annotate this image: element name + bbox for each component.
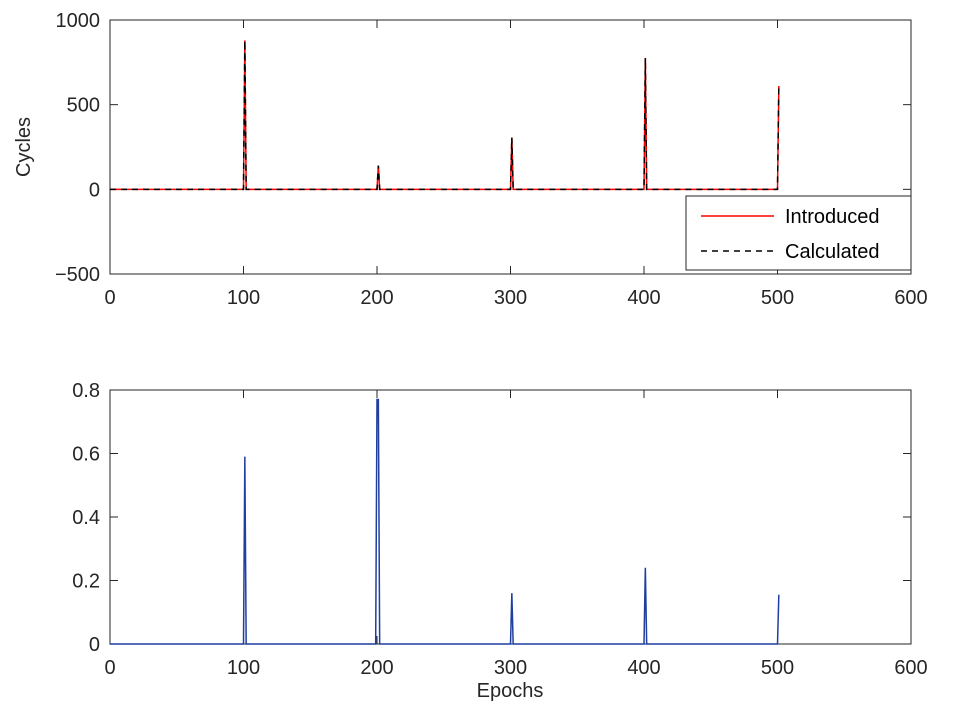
ytick-label: 0 <box>89 179 100 201</box>
bottom-subplot: 0 100 200 300 400 500 600 0 0.2 0.4 0.6 0.8 Epochs <box>72 380 928 702</box>
ytick-label: 1000 <box>56 10 101 32</box>
legend-label-calculated: Calculated <box>785 241 880 263</box>
top-ylabel: Cycles <box>13 117 35 177</box>
xtick-label: 0 <box>104 287 115 309</box>
bottom-xlabel: Epochs <box>477 680 544 702</box>
series-line-calculated <box>110 40 780 191</box>
bottom-axes-box <box>109 389 912 645</box>
top-series <box>110 40 780 191</box>
legend-label-introduced: Introduced <box>785 206 880 228</box>
ytick-label: 500 <box>67 95 100 117</box>
xtick-label: 400 <box>627 287 660 309</box>
xtick-label: 300 <box>494 287 527 309</box>
xtick-label: 0 <box>104 657 115 679</box>
legend: Introduced Calculated <box>685 195 912 271</box>
ytick-label: −500 <box>55 264 100 286</box>
ytick-label: 0.8 <box>72 380 100 402</box>
xtick-label: 500 <box>761 287 794 309</box>
ytick-label: 0.2 <box>72 571 100 593</box>
xtick-label: 200 <box>360 657 393 679</box>
xtick-label: 100 <box>227 287 260 309</box>
xtick-label: 400 <box>627 657 660 679</box>
ytick-label: 0.6 <box>72 444 100 466</box>
xtick-label: 300 <box>494 657 527 679</box>
xtick-label: 600 <box>894 657 927 679</box>
legend-box <box>685 195 912 271</box>
bottom-series <box>110 398 780 645</box>
xtick-label: 100 <box>227 657 260 679</box>
ytick-label: 0 <box>89 634 100 656</box>
ytick-label: 0.4 <box>72 507 100 529</box>
bottom-ticks: 0 100 200 300 400 500 600 0 0.2 0.4 0.6 0.8 <box>72 380 928 679</box>
xtick-label: 200 <box>360 287 393 309</box>
xtick-label: 500 <box>761 657 794 679</box>
series-line-series-0 <box>110 398 780 645</box>
xtick-label: 600 <box>894 287 927 309</box>
